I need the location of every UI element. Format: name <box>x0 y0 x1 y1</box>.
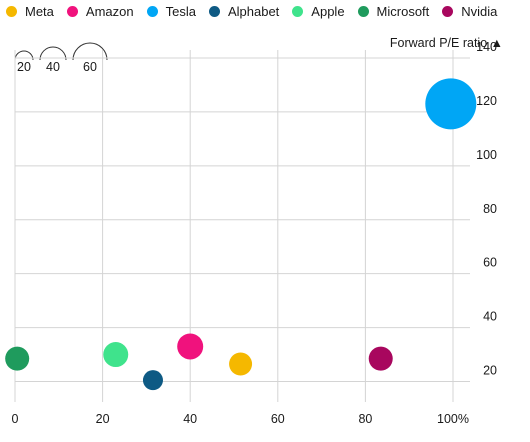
x-tick-label: 80 <box>358 412 372 426</box>
legend-item-nvidia: Nvidia <box>442 4 497 19</box>
legend-swatch <box>208 6 220 17</box>
bubble-alphabet <box>142 370 163 391</box>
x-tick-label: 60 <box>271 412 285 426</box>
legend-swatch <box>66 6 78 17</box>
legend-label: Tesla <box>165 4 196 19</box>
legend: Meta Amazon Tesla Alphabet Apple Microsoft Nvi… <box>6 4 510 19</box>
legend-swatch <box>6 6 17 17</box>
bubble-apple <box>103 342 129 368</box>
x-tick-label: 20 <box>96 412 110 426</box>
legend-label: Nvidia <box>461 4 498 19</box>
x-tick-label: 0 <box>12 412 19 426</box>
bubble-microsoft <box>5 346 30 371</box>
legend-label: Meta <box>25 4 54 19</box>
legend-label: Amazon <box>85 4 134 19</box>
y-tick-label: 20 <box>483 364 497 378</box>
y-tick-label: 80 <box>483 202 497 216</box>
y-tick-label: 60 <box>483 256 497 270</box>
y-tick-label: 140 <box>476 40 497 54</box>
bubble-amazon <box>177 333 204 360</box>
legend-swatch <box>357 6 369 17</box>
bubble-tesla <box>425 78 477 130</box>
legend-label: Microsoft <box>376 4 430 19</box>
y-tick-label: 120 <box>476 94 497 108</box>
legend-label: Apple <box>311 4 345 19</box>
legend-swatch <box>442 6 454 17</box>
legend-swatch <box>292 6 304 17</box>
y-tick-label: 40 <box>483 310 497 324</box>
size-legend-label: 40 <box>46 60 60 72</box>
size-legend-label: 20 <box>17 60 31 72</box>
legend-swatch <box>146 6 158 17</box>
size-legend: 20 40 60 <box>14 42 108 72</box>
x-tick-label: 40 <box>183 412 197 426</box>
legend-item-alphabet: Alphabet <box>208 4 280 19</box>
legend-item-microsoft: Microsoft <box>357 4 430 19</box>
bubble-nvidia <box>368 346 393 371</box>
legend-item-tesla: Tesla <box>146 4 196 19</box>
size-legend-arc <box>39 46 67 61</box>
legend-item-meta: Meta <box>6 4 54 19</box>
y-axis-label: Forward P/E ratio ▲ <box>390 36 503 50</box>
size-legend-label: 60 <box>83 60 97 72</box>
bubble-meta <box>229 352 253 376</box>
size-legend-arc <box>14 50 34 61</box>
size-legend-arc <box>72 42 108 61</box>
x-tick-label: 100% <box>437 412 469 426</box>
legend-item-amazon: Amazon <box>66 4 134 19</box>
y-tick-label: 100 <box>476 148 497 162</box>
legend-label: Alphabet <box>227 4 280 19</box>
legend-item-apple: Apple <box>292 4 345 19</box>
